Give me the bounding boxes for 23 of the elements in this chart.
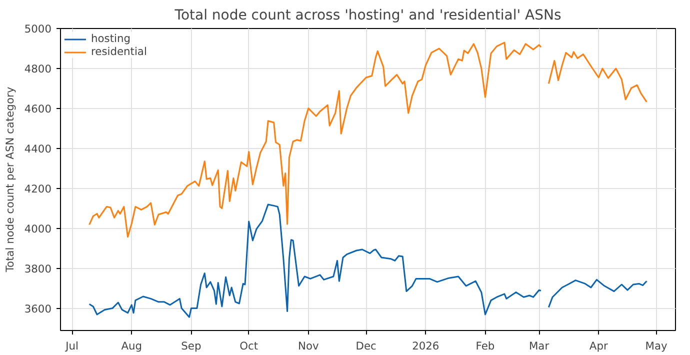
y-axis-title: Total node count per ASN category — [3, 86, 16, 274]
x-tick-label: Feb — [476, 340, 495, 352]
y-tick-label: 4600 — [24, 102, 52, 116]
y-tick-label: 4400 — [24, 142, 52, 156]
x-tick-label: Aug — [121, 340, 142, 352]
x-tick-label: Apr — [589, 340, 608, 352]
y-tick-label: 4000 — [24, 222, 52, 236]
legend-label: residential — [91, 45, 147, 58]
x-tick-label: Oct — [240, 340, 258, 352]
x-tick-label: 2026 — [412, 340, 440, 352]
y-tick-label: 3600 — [24, 302, 52, 316]
y-tick-label: 5000 — [24, 22, 52, 36]
y-tick-label: 4800 — [24, 62, 52, 76]
x-tick-label: May — [645, 340, 668, 352]
legend-label: hosting — [91, 32, 130, 45]
x-tick-label: Jul — [64, 340, 78, 352]
x-tick-label: Sep — [181, 340, 202, 352]
x-tick-label: Mar — [528, 340, 550, 352]
chart-title: Total node count across 'hosting' and 'residential' ASNs — [174, 8, 562, 24]
x-tick-label: Dec — [356, 340, 377, 352]
x-tick-label: Nov — [298, 340, 319, 352]
y-tick-label: 4200 — [24, 182, 52, 196]
y-tick-label: 3800 — [24, 262, 52, 276]
